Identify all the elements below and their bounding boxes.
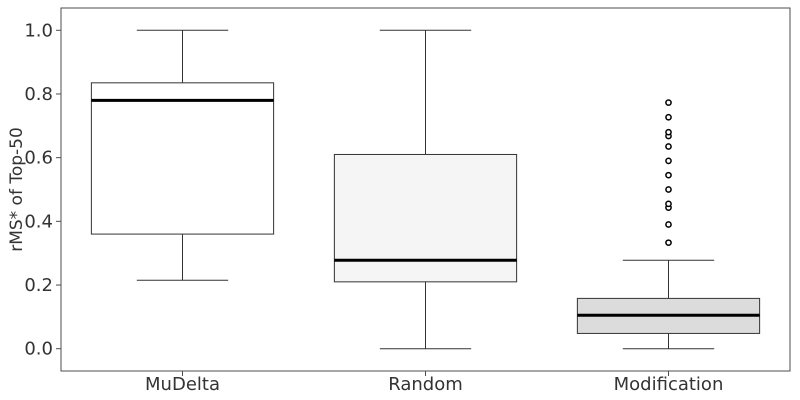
x-axis: MuDelta Random Modification [145,371,723,395]
boxes-layer [90,29,761,350]
outlier-point [665,143,672,150]
y-tick-label: 0.6 [24,148,53,169]
box-iqr [90,82,275,235]
y-tick-label: 1.0 [24,20,53,41]
box-iqr [333,153,518,283]
outlier-point [665,157,672,165]
x-tick-label: Modification [614,374,724,395]
outlier-point [665,239,672,247]
y-tick-label: 0.4 [24,211,53,232]
outlier-point [665,113,672,121]
x-tick-label: MuDelta [145,374,220,395]
outlier-point [665,128,672,136]
outlier-point [665,200,672,208]
y-tick-label: 0.0 [24,339,53,360]
y-tick-label: 0.2 [24,275,53,296]
y-axis-label: rMS* of Top-50 [7,127,27,252]
box-group [576,99,761,350]
y-axis: 0.0 0.2 0.4 0.6 0.8 1.0 [24,20,61,360]
outlier-point [665,186,672,193]
outlier-point [665,171,672,179]
box-group [90,29,275,281]
box-group [333,29,518,350]
outlier-point [665,99,672,106]
outlier-point [665,221,672,228]
y-tick-label: 0.8 [24,84,53,105]
x-tick-label: Random [388,374,463,395]
